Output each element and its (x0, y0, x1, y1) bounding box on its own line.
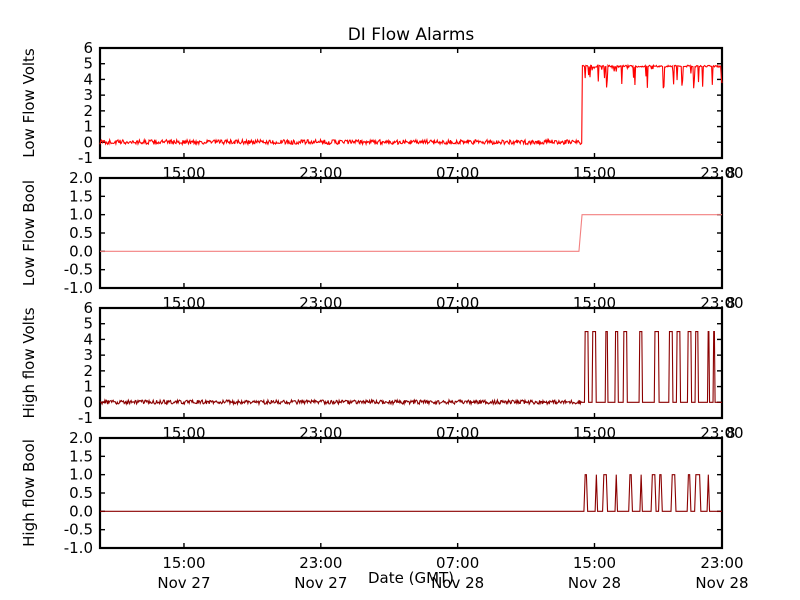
x-tick-date-label: Nov 28 (695, 574, 748, 592)
y-axis-label: High flow Bool (20, 439, 38, 547)
y-tick-label: -1 (78, 149, 93, 167)
y-tick-label: 3 (83, 86, 93, 104)
panel-frame (98, 306, 724, 420)
panel-frame (98, 176, 724, 290)
x-tick-date-label: Nov 27 (157, 574, 210, 592)
y-tick-label: 0.0 (69, 502, 93, 520)
y-tick-label: 5 (83, 55, 93, 73)
y-tick-label: 0.5 (69, 224, 93, 242)
series-high-flow-volts (99, 331, 722, 407)
series-high-flow-bool (100, 474, 722, 512)
panel-frame (98, 46, 724, 160)
y-tick-label: 4 (83, 70, 93, 88)
y-tick-label: 1 (83, 378, 93, 396)
x-tick-date-label: Nov 28 (431, 574, 484, 592)
y-tick-label: 1.5 (69, 187, 93, 205)
x-tick-label: 15:00 (162, 554, 205, 572)
x-tick-date-label: Nov 28 (568, 574, 621, 592)
series-low-flow-bool (100, 214, 722, 252)
x-tick-label: 23:00 (700, 554, 743, 572)
y-tick-label: 0 (83, 393, 93, 411)
y-tick-label: 0 (83, 133, 93, 151)
panel-frame (98, 436, 724, 550)
y-tick-label: -1.0 (64, 539, 93, 557)
y-tick-label: -0.5 (64, 521, 93, 539)
y-tick-label: 2.0 (69, 169, 93, 187)
y-tick-label: 1 (83, 118, 93, 136)
y-tick-label: 5 (83, 315, 93, 333)
x-tick-clipped-label: 8 (726, 164, 736, 182)
x-tick-label: 15:00 (573, 554, 616, 572)
y-tick-label: 4 (83, 330, 93, 348)
y-tick-label: 6 (83, 299, 93, 317)
y-axis-label: High flow Volts (20, 307, 38, 418)
x-tick-clipped-label: 8 (726, 294, 736, 312)
y-tick-label: 3 (83, 346, 93, 364)
y-tick-label: 6 (83, 39, 93, 57)
y-tick-label: 0.0 (69, 242, 93, 260)
y-tick-label: 2.0 (69, 429, 93, 447)
y-tick-label: 1.0 (69, 466, 93, 484)
y-tick-label: 1.0 (69, 206, 93, 224)
x-tick-label: 23:00 (299, 554, 342, 572)
panel-high-flow-bool: -1.0-0.50.00.51.01.52.0 High flow Bool 15:… (20, 429, 749, 592)
y-tick-label: 0.5 (69, 484, 93, 502)
y-tick-label: 2 (83, 362, 93, 380)
y-tick-label: 2 (83, 102, 93, 120)
x-tick-label: 07:00 (436, 554, 479, 572)
y-tick-label: -1.0 (64, 279, 93, 297)
y-axis-label: Low Flow Volts (20, 48, 38, 158)
series-low-flow-volts (99, 63, 723, 147)
y-tick-label: 1.5 (69, 447, 93, 465)
x-tick-date-label: Nov 27 (294, 574, 347, 592)
y-tick-label: -0.5 (64, 261, 93, 279)
chart-title: DI Flow Alarms (348, 25, 475, 45)
x-tick-clipped-label: 8 (726, 424, 736, 442)
y-tick-label: -1 (78, 409, 93, 427)
x-axis-label: Date (GMT) (368, 569, 454, 587)
y-axis-label: Low Flow Bool (20, 180, 38, 286)
